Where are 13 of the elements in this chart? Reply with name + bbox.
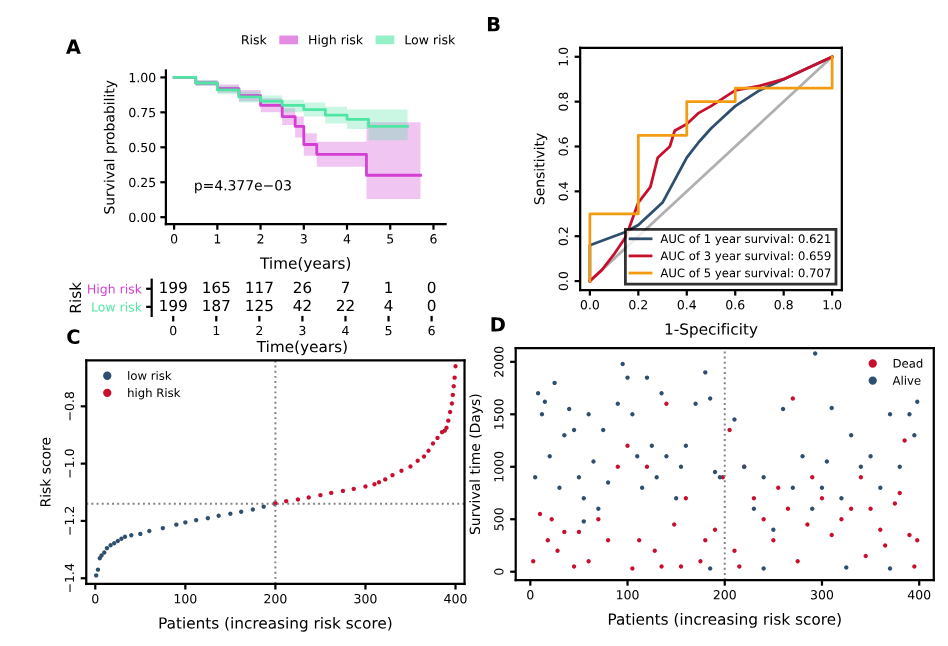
chart-title: C bbox=[67, 329, 80, 345]
point bbox=[340, 488, 346, 494]
point bbox=[104, 545, 110, 551]
chart-title: B bbox=[487, 16, 500, 32]
point bbox=[450, 392, 456, 398]
point bbox=[193, 517, 199, 523]
point bbox=[576, 529, 582, 535]
chart-title: A bbox=[65, 39, 81, 54]
chart-title: D bbox=[491, 317, 505, 332]
point bbox=[205, 515, 211, 521]
point bbox=[537, 511, 543, 517]
point bbox=[160, 525, 166, 531]
point bbox=[447, 409, 453, 415]
